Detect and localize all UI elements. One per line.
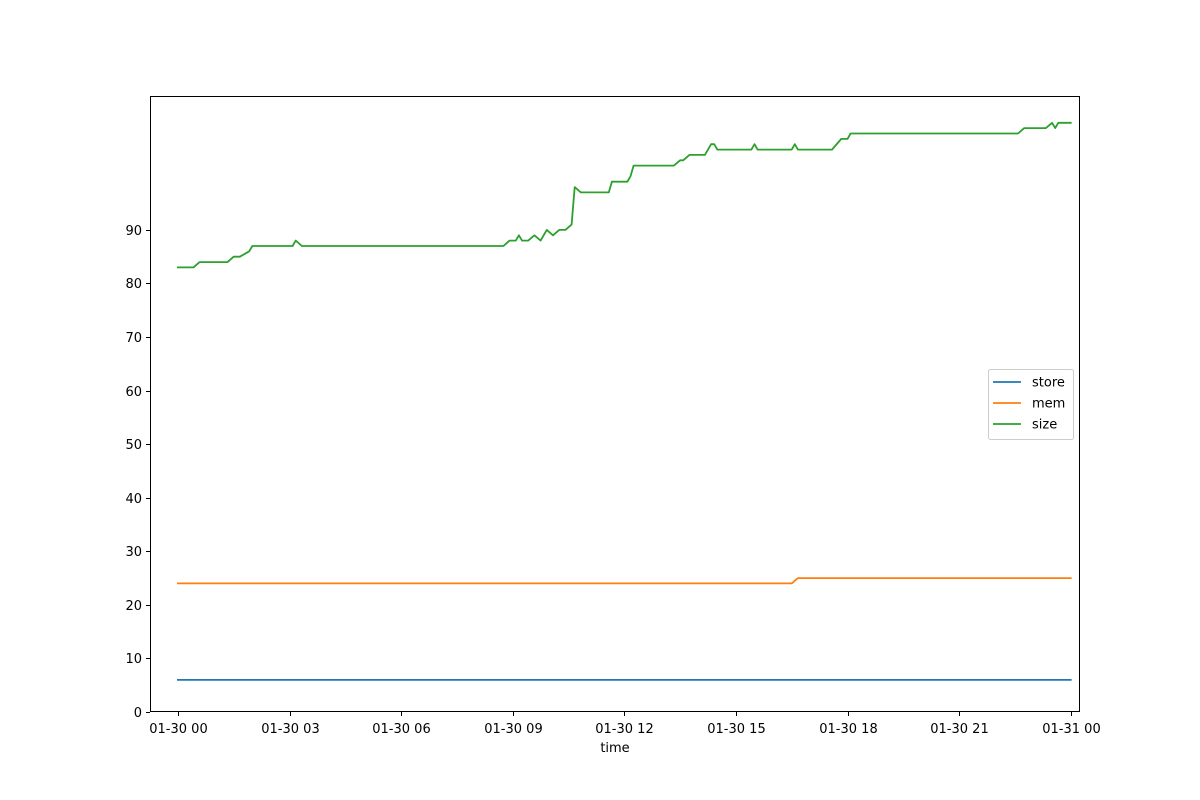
plot-frame — [150, 96, 1080, 712]
x-tick-label: 01-31 00 — [1042, 722, 1100, 737]
legend-box — [988, 369, 1074, 440]
x-tick-label: 01-30 18 — [819, 722, 877, 737]
x-tick-label: 01-30 21 — [930, 722, 988, 737]
y-tick-label: 70 — [125, 331, 142, 346]
y-tick-label: 0 — [134, 706, 142, 721]
y-tick-label: 90 — [125, 224, 142, 239]
series-line-mem — [176, 577, 1072, 585]
y-tick-label: 30 — [125, 545, 142, 560]
series-line-size — [176, 121, 1072, 269]
x-axis: 01-30 00 01-30 03 01-30 06 01-30 09 01-30 12… — [149, 712, 1101, 737]
x-tick-label: 01-30 03 — [261, 722, 319, 737]
legend-label-mem: mem — [1032, 397, 1065, 412]
x-tick-label: 01-30 12 — [595, 722, 653, 737]
x-tick-label: 01-30 00 — [149, 722, 207, 737]
y-tick-label: 80 — [125, 277, 142, 292]
y-axis: 0 10 20 30 40 50 60 70 80 90 — [125, 224, 150, 721]
x-tick-label: 01-30 15 — [707, 722, 765, 737]
y-tick-label: 40 — [125, 492, 142, 507]
y-tick-label: 50 — [125, 438, 142, 453]
legend-label-size: size — [1032, 418, 1057, 433]
y-tick-label: 20 — [125, 599, 142, 614]
x-tick-label: 01-30 09 — [484, 722, 542, 737]
series-layer — [176, 121, 1072, 681]
x-axis-label: time — [600, 741, 629, 756]
legend: store mem size — [988, 369, 1074, 440]
legend-label-store: store — [1032, 376, 1065, 391]
y-tick-label: 10 — [125, 652, 142, 667]
x-tick-label: 01-30 06 — [372, 722, 430, 737]
y-tick-label: 60 — [125, 385, 142, 400]
